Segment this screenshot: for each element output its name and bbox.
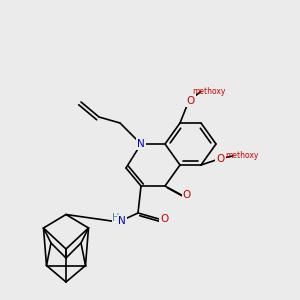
Text: O: O [160,214,169,224]
Text: N: N [137,139,145,149]
Text: H: H [112,213,120,224]
Text: O: O [216,154,225,164]
Text: N: N [118,216,126,226]
Text: methoxy: methoxy [225,152,258,160]
Text: O: O [186,95,195,106]
Text: O: O [183,190,191,200]
Text: methoxy: methoxy [192,87,225,96]
